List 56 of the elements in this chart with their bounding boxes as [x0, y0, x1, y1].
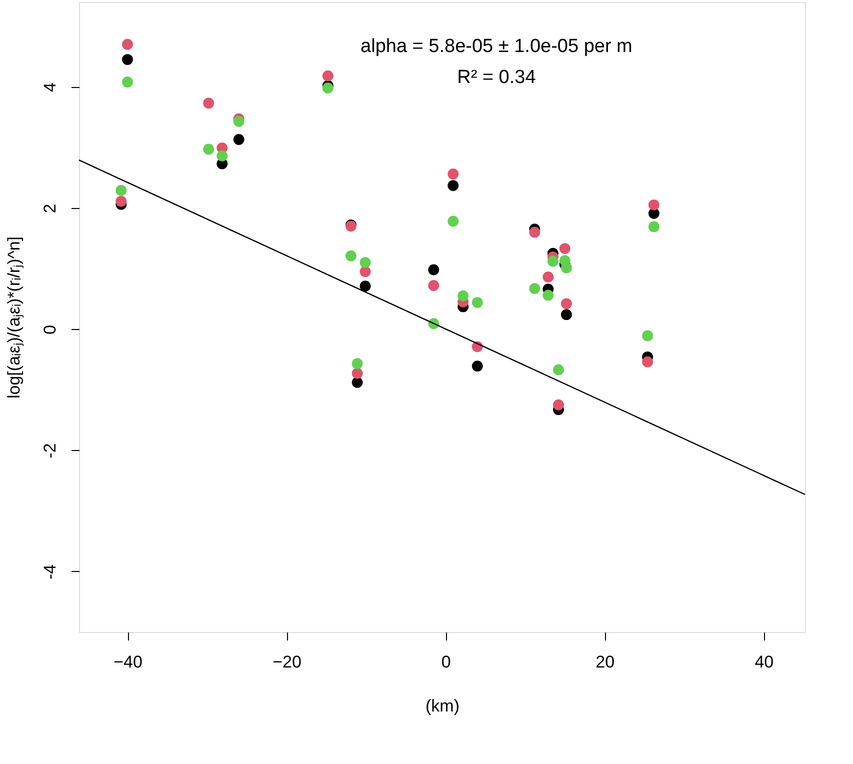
point [360, 280, 371, 292]
point [116, 196, 127, 207]
point [360, 266, 371, 278]
point [472, 296, 483, 308]
x-tick-label: −20 [272, 652, 302, 672]
point [233, 134, 244, 145]
x-tick-label: 20 [596, 652, 615, 672]
point [642, 330, 654, 342]
point [553, 399, 564, 410]
point [458, 290, 469, 302]
point [542, 290, 554, 301]
point [352, 368, 363, 379]
point [542, 272, 554, 282]
y-tick-label: 0 [40, 324, 60, 334]
point [233, 116, 244, 127]
point [559, 243, 570, 254]
point [352, 358, 363, 370]
point [553, 364, 564, 376]
point [428, 264, 440, 276]
point [642, 356, 654, 368]
y-tick-label: 2 [40, 204, 60, 214]
x-axis-title: (km) [426, 696, 460, 716]
point [122, 54, 133, 66]
point [122, 76, 133, 88]
point [322, 82, 334, 94]
point [529, 226, 540, 238]
point [203, 98, 214, 109]
y-tick-label: -2 [40, 443, 60, 458]
point [203, 144, 214, 155]
point [216, 150, 228, 162]
point [472, 360, 483, 372]
x-tick-label: −40 [114, 652, 142, 672]
point [448, 180, 459, 192]
point [560, 309, 572, 320]
point [547, 256, 558, 267]
point [448, 168, 459, 180]
x-tick-label: 40 [754, 652, 774, 672]
point [560, 298, 572, 310]
point [345, 250, 356, 262]
point [322, 70, 334, 82]
point [648, 199, 660, 210]
y-axis-title: log[(aᵢεⱼ)/(aⱼεᵢ)*(rᵢ/rⱼ)^n] [4, 236, 24, 398]
annotation: alpha = 5.8e-05 ± 1.0e-05 per m [360, 36, 632, 57]
x-tick-label: 0 [441, 652, 451, 672]
point [428, 280, 440, 291]
point [116, 184, 127, 196]
annotation: R² = 0.34 [457, 67, 536, 88]
point [529, 283, 540, 294]
point [448, 216, 459, 227]
point [122, 38, 133, 50]
point [648, 221, 660, 232]
point [352, 376, 363, 388]
y-tick-label: -4 [40, 564, 60, 580]
y-tick-label: 4 [40, 82, 60, 92]
point [560, 262, 572, 274]
point [360, 257, 371, 268]
